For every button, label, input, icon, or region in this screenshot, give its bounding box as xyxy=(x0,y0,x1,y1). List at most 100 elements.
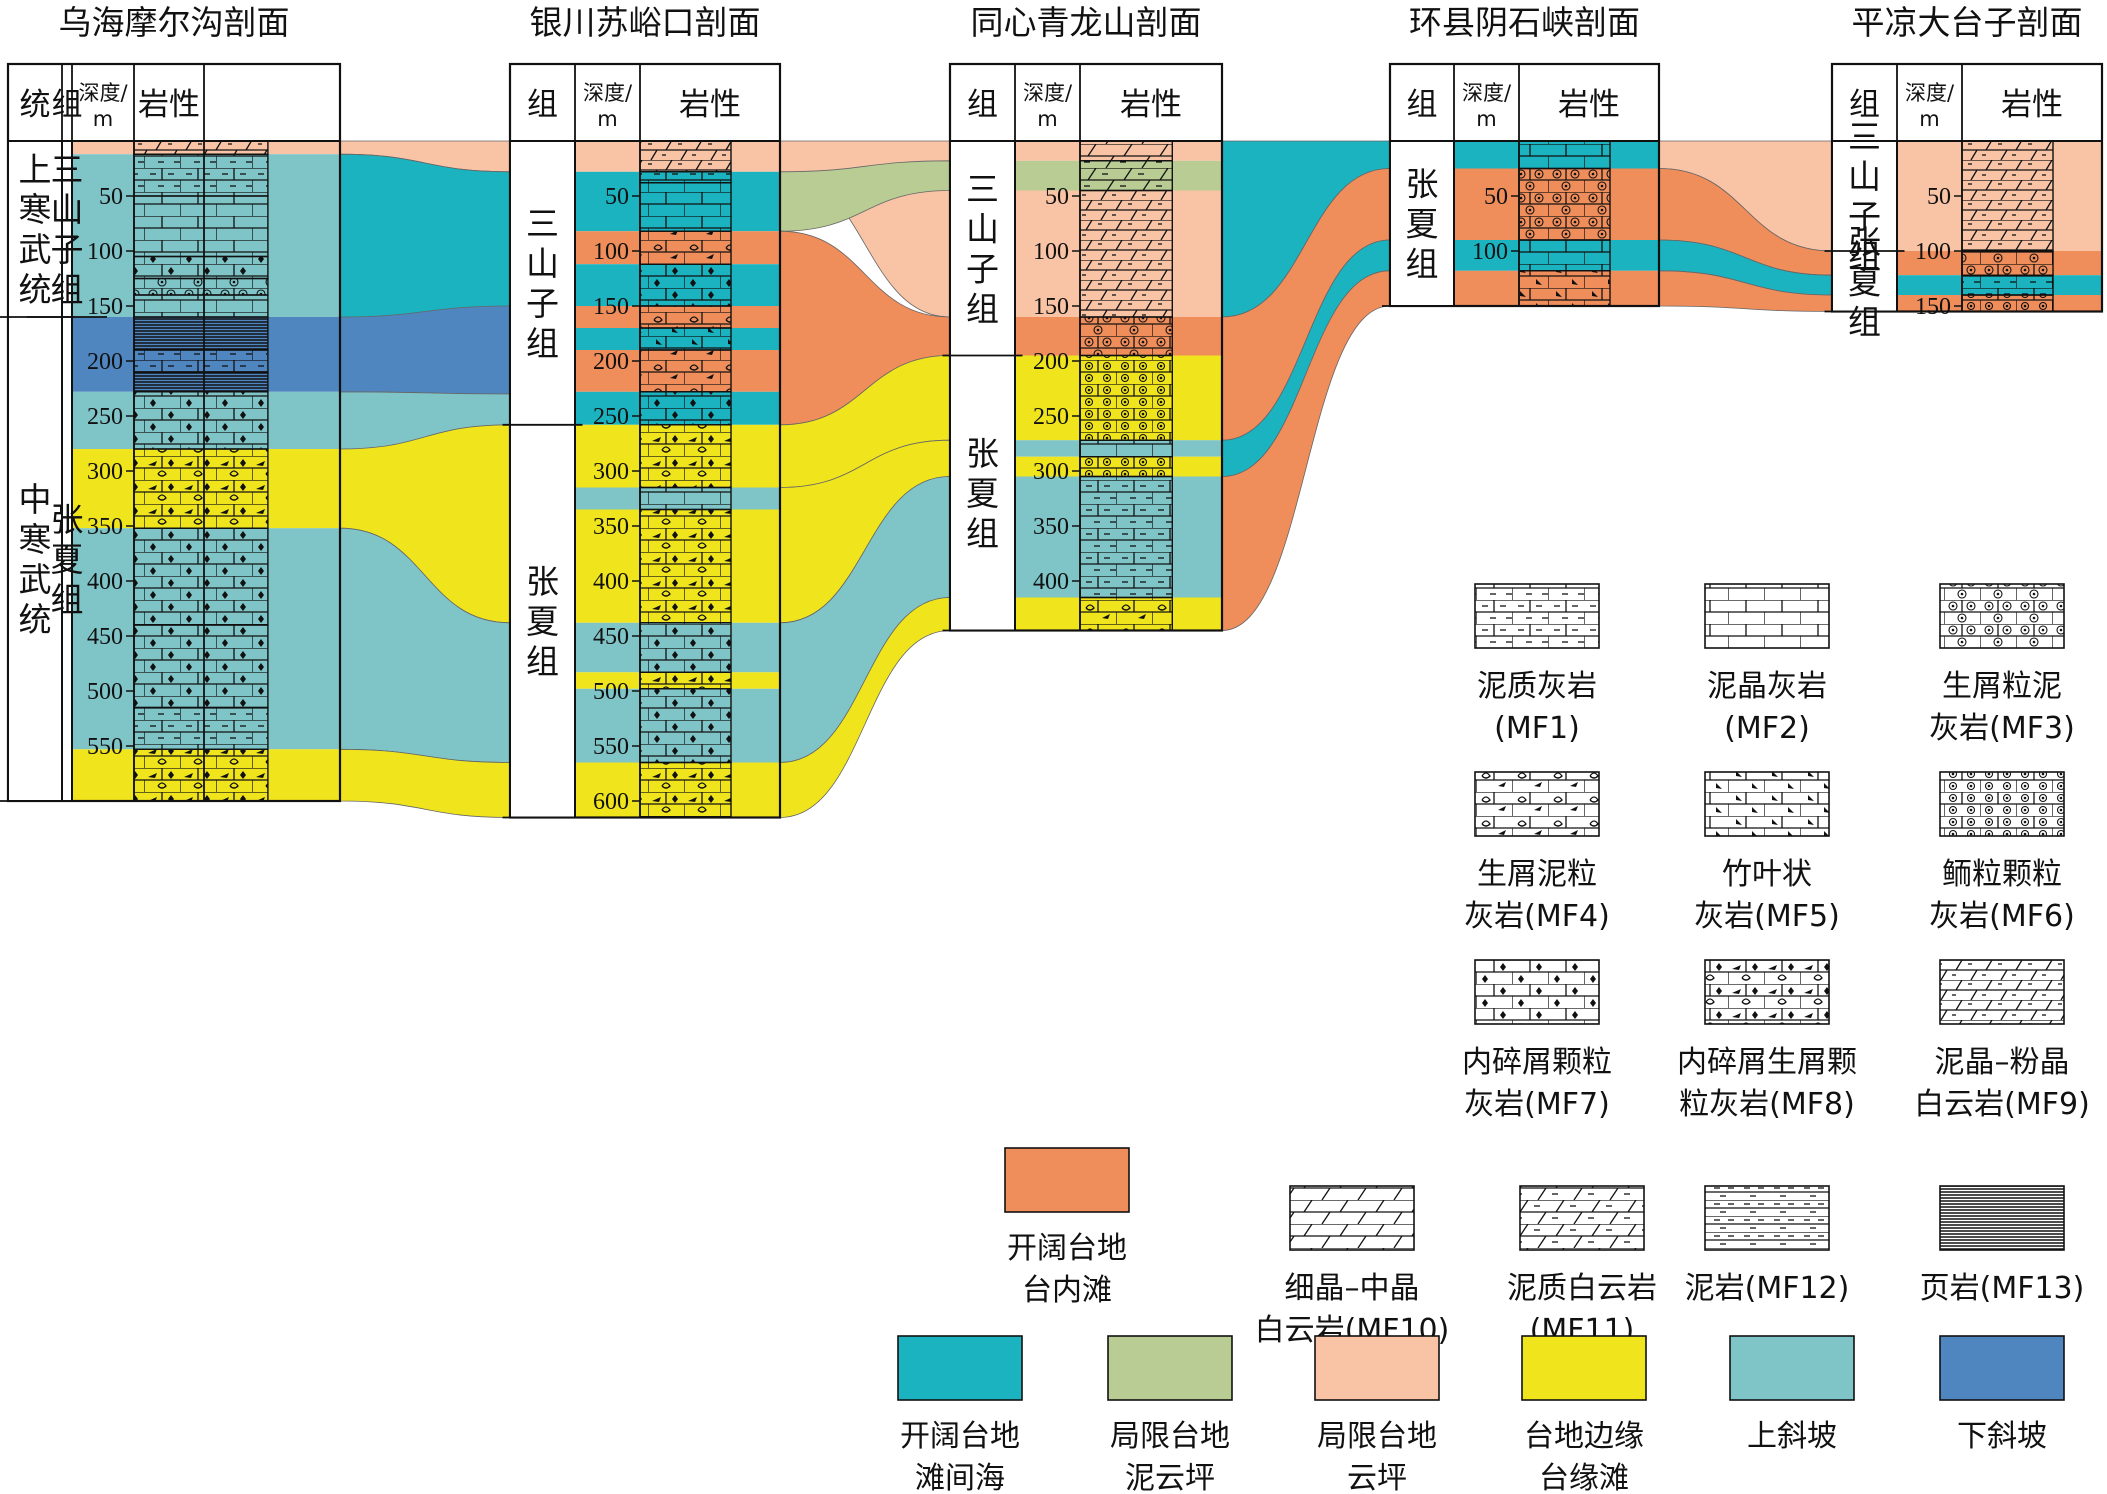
legend-label: 竹叶状 xyxy=(1722,857,1812,892)
formation-label: 山 xyxy=(1848,157,1881,196)
lithology-interval xyxy=(133,706,269,750)
facies-band xyxy=(339,305,511,395)
header-formation: 组 xyxy=(527,87,558,123)
header-lithology: 岩性 xyxy=(679,87,741,123)
lithology-interval xyxy=(639,761,732,819)
depth-tick-label: 100 xyxy=(1033,239,1069,265)
series-label: 统 xyxy=(19,270,52,309)
series-label: 寒 xyxy=(19,520,52,559)
formation-label: 子 xyxy=(1848,197,1881,236)
legend-label: 灰岩(MF6) xyxy=(1929,899,2075,934)
section-wuhai: 统组深度/m 岩性乌海摩尔沟剖面5010015020025030035040045… xyxy=(0,3,342,803)
section-tongxin: 组 深度/m 岩性 同心青龙山剖面 50 100 150 200 250 300 350 400 三山子… xyxy=(942,3,1224,632)
depth-tick-label: 100 xyxy=(1915,239,1951,265)
section-pingliang: 组深度/m 岩性平凉大台子剖面50100150三山子组张夏组 xyxy=(1824,3,2104,341)
legend-label: 粒灰岩(MF8) xyxy=(1679,1087,1855,1122)
lithology-interval xyxy=(133,140,269,155)
lithology-interval xyxy=(639,622,732,673)
lithology-interval xyxy=(1961,274,2054,296)
lithology-interval xyxy=(1518,270,1611,307)
lithology-interval xyxy=(133,195,269,258)
formation-label: 子 xyxy=(526,284,559,323)
legend-label: 灰岩(MF5) xyxy=(1694,899,1840,934)
depth-tick-label: 200 xyxy=(87,349,123,375)
depth-tick-label: 150 xyxy=(87,294,123,320)
formation-label: 组 xyxy=(526,324,559,363)
lithology-interval xyxy=(639,349,732,393)
lithology-interval xyxy=(133,527,269,626)
depth-tick-label: 100 xyxy=(593,239,629,265)
section-huanxian: 组深度/m 岩性环县阴石峡剖面50100张夏组 xyxy=(1382,3,1661,308)
formation-label: 三 xyxy=(526,204,559,243)
header-formation: 组 xyxy=(1407,87,1438,123)
legend-label: 页岩(MF13) xyxy=(1920,1271,2085,1306)
lithology-interval xyxy=(1079,354,1174,441)
lithology-interval xyxy=(1079,596,1174,632)
header-depth: 深度/ xyxy=(583,81,633,105)
series-label: 统 xyxy=(19,600,52,639)
legend-label: 下斜坡 xyxy=(1957,1419,2047,1454)
depth-tick-label: 50 xyxy=(1927,184,1951,210)
legend-label: 台缘滩 xyxy=(1539,1461,1629,1494)
legend-label: 泥岩(MF12) xyxy=(1685,1271,1850,1306)
legend-label: 泥质灰岩 xyxy=(1477,669,1597,704)
lithology-interval xyxy=(1079,475,1174,599)
lithology-interval xyxy=(133,294,269,318)
header-depth-unit: m xyxy=(93,107,113,131)
depth-tick-label: 550 xyxy=(593,734,629,760)
depth-tick-label: 200 xyxy=(593,349,629,375)
legend-label: 生屑粒泥 xyxy=(1942,669,2062,704)
legend-label: 灰岩(MF3) xyxy=(1929,711,2075,746)
formation-label: 组 xyxy=(1406,245,1439,284)
depth-tick-label: 600 xyxy=(593,789,629,815)
header-lithology: 岩性 xyxy=(138,87,200,123)
legend-label: 局限台地 xyxy=(1317,1419,1437,1454)
section-title: 银川苏峪口剖面 xyxy=(530,3,761,42)
depth-tick-label: 500 xyxy=(593,679,629,705)
lithology-interval xyxy=(639,182,732,232)
legend-label: 细晶–中晶 xyxy=(1285,1271,1420,1306)
lithology-interval xyxy=(639,671,732,690)
section-yinchuan: 组 深度/m 岩性 银川苏峪口剖面 50 100 150 200 250 300 350 400 450… xyxy=(502,3,782,819)
depth-tick-label: 250 xyxy=(1033,404,1069,430)
lithology-interval xyxy=(639,140,732,173)
lithology-interval xyxy=(1079,439,1174,458)
lithology-interval xyxy=(639,688,732,764)
header-depth: 深度/ xyxy=(1023,81,1073,105)
correlation-bands xyxy=(339,140,1833,818)
section-title: 平凉大台子剖面 xyxy=(1852,3,2083,42)
header-formation: 组 xyxy=(1849,87,1880,123)
formation-label: 张 xyxy=(1848,222,1881,261)
depth-tick-label: 200 xyxy=(1033,349,1069,375)
formation-label: 子 xyxy=(51,230,84,269)
legend-lithology-mf12: 泥岩(MF12) xyxy=(1685,1185,1850,1306)
depth-tick-label: 500 xyxy=(87,679,123,705)
formation-label: 组 xyxy=(1848,302,1881,341)
header-lithology: 岩性 xyxy=(1558,87,1620,123)
formation-label: 三 xyxy=(1848,117,1881,156)
legend-label: (MF2) xyxy=(1724,711,1810,746)
legend-facies-lower-slope: 下斜坡 xyxy=(1939,1335,2065,1454)
legend-label: 生屑泥粒 xyxy=(1477,857,1597,892)
depth-tick-label: 300 xyxy=(593,459,629,485)
formation-label: 山 xyxy=(526,244,559,283)
header-depth-unit: m xyxy=(597,107,617,131)
depth-tick-label: 350 xyxy=(87,514,123,540)
legend-label: (MF1) xyxy=(1494,711,1580,746)
legend-label: 上斜坡 xyxy=(1747,1419,1837,1454)
depth-tick-label: 50 xyxy=(1045,184,1069,210)
lithology-interval xyxy=(133,255,269,280)
lithology-interval xyxy=(1079,316,1174,357)
formation-label: 三 xyxy=(966,169,999,208)
lithology-interval xyxy=(1961,294,2054,313)
legend-facies-upper-slope: 上斜坡 xyxy=(1729,1335,1855,1454)
lithology-interval xyxy=(1079,189,1174,318)
formation-label: 组 xyxy=(966,514,999,553)
lithology-interval xyxy=(1961,250,2054,276)
depth-tick-label: 250 xyxy=(593,404,629,430)
